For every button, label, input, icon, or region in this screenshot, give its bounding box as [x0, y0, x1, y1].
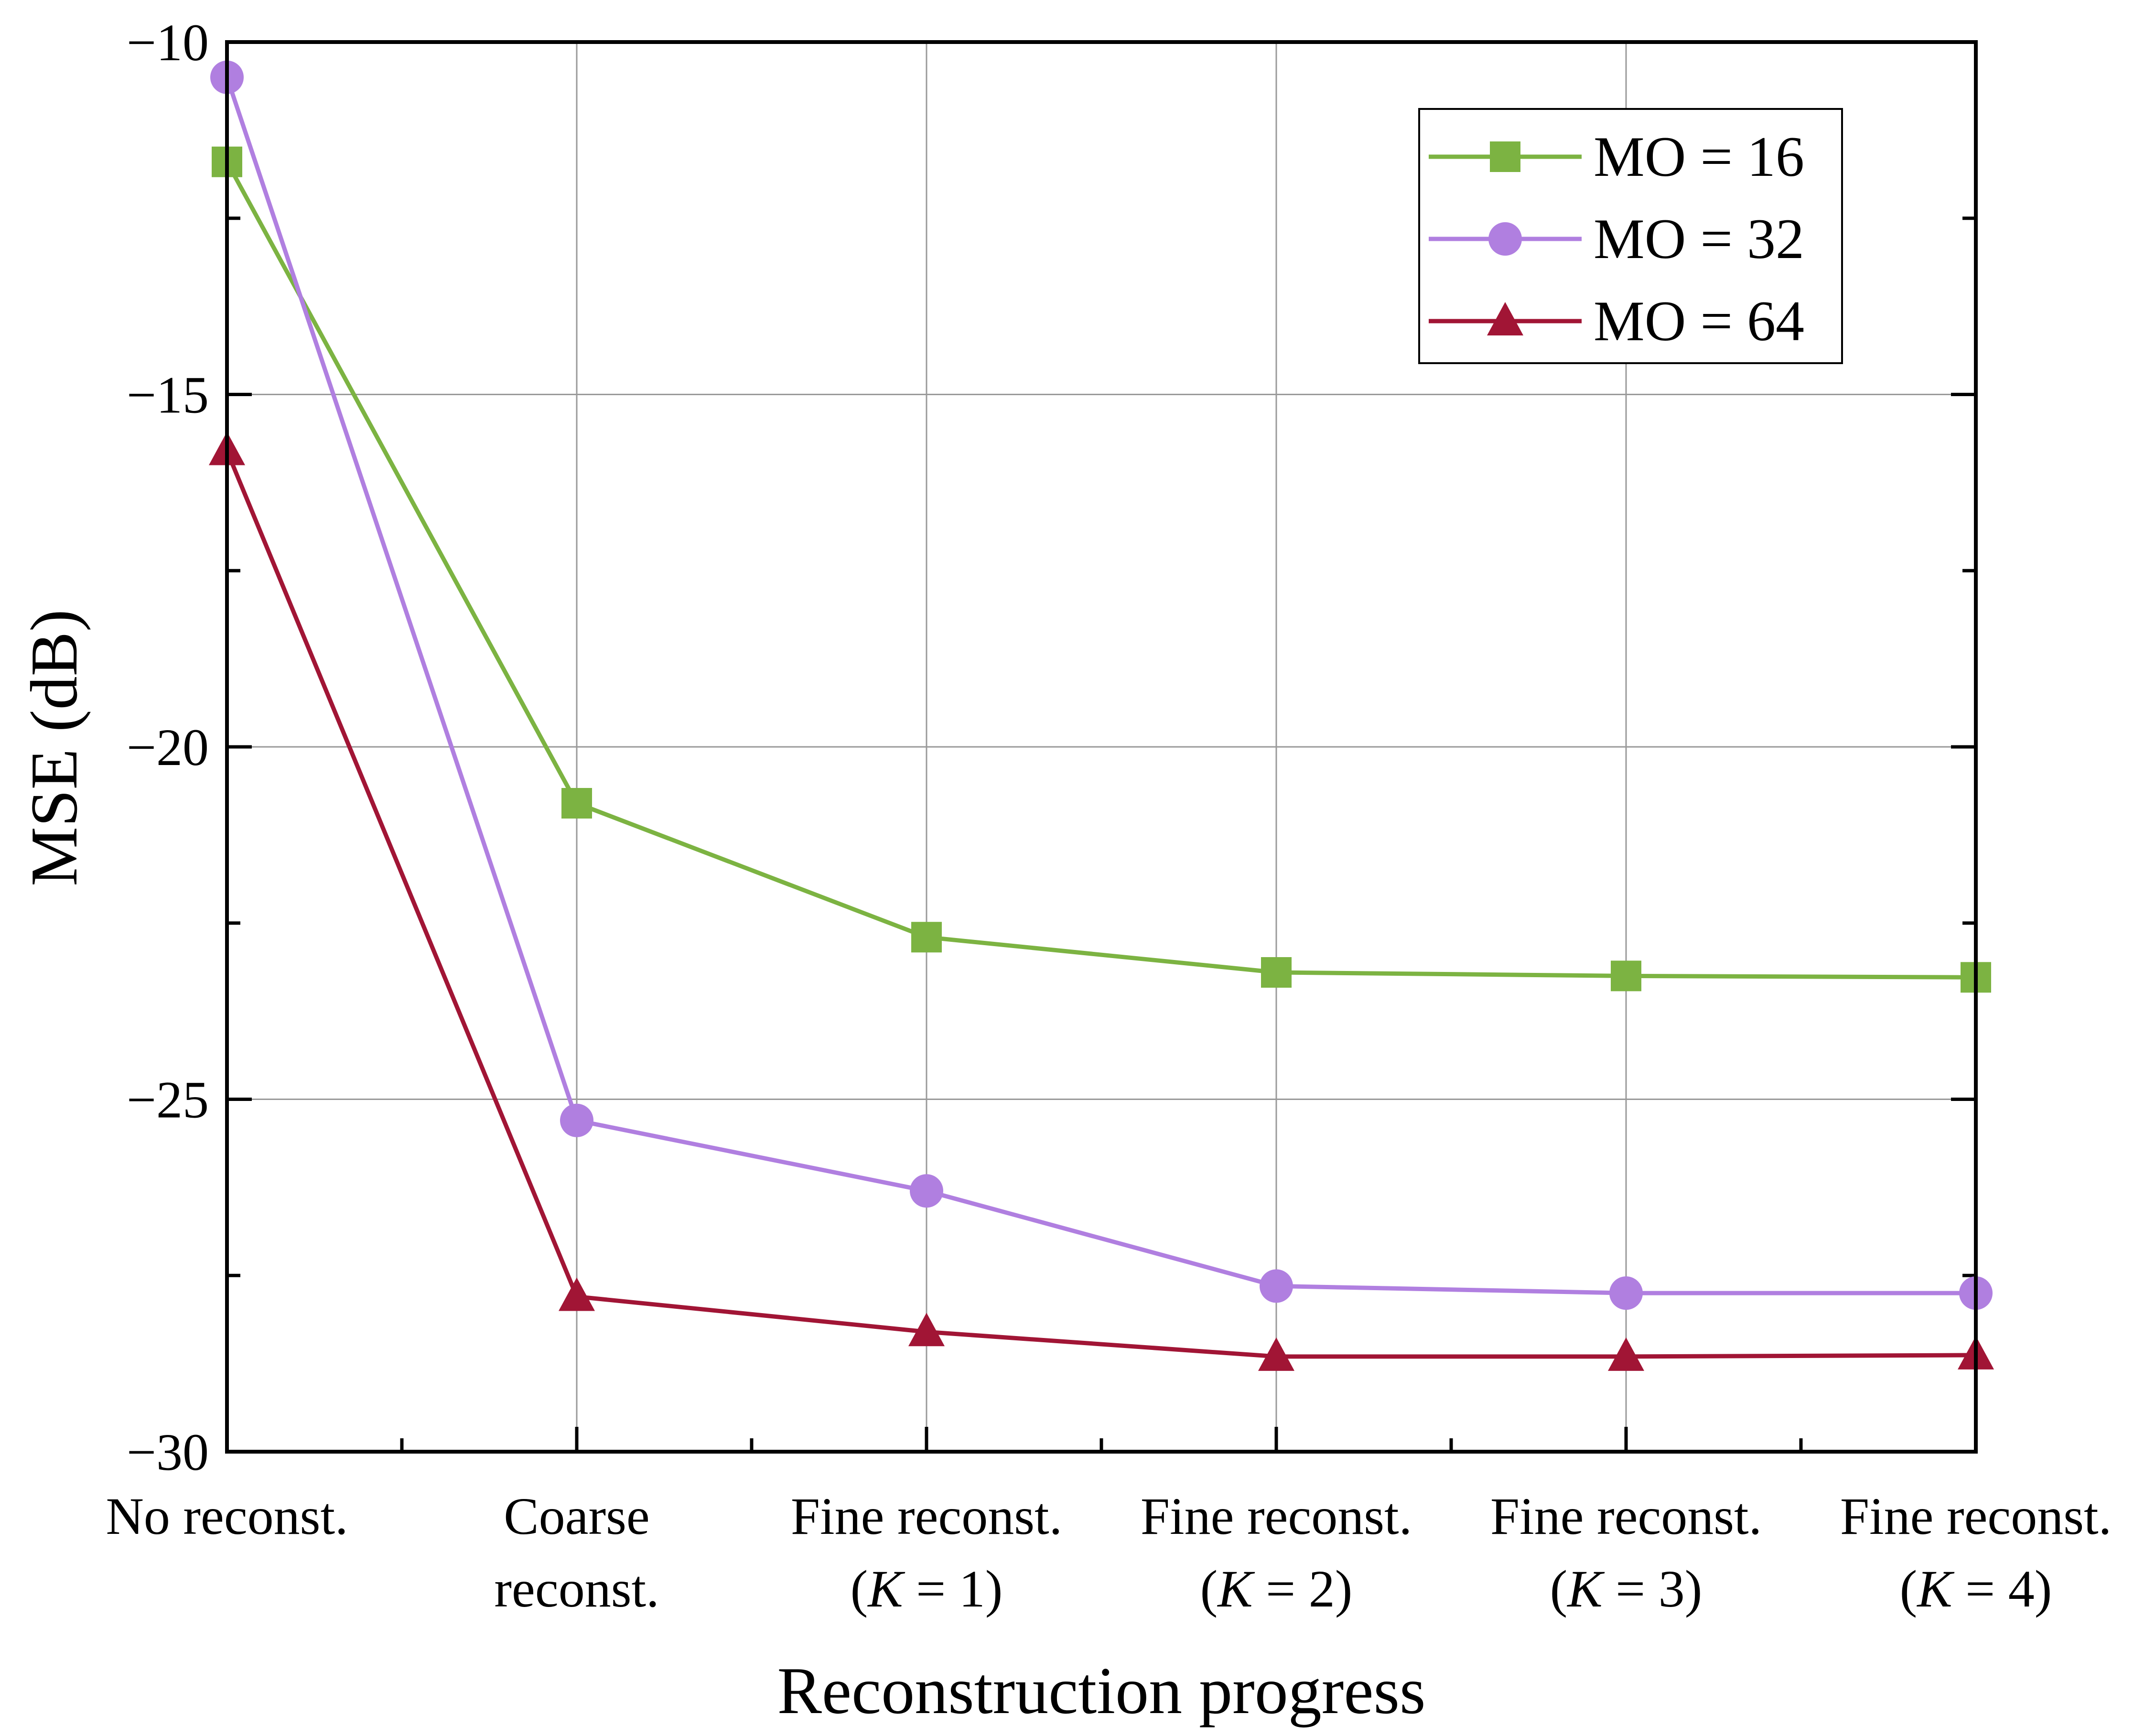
data-point [1258, 1337, 1294, 1371]
y-tick-label: −20 [127, 718, 209, 776]
legend-item-1: MO = 16 [1429, 125, 1804, 188]
legend-marker [1488, 222, 1522, 256]
x-tick-label: Fine reconst. [1840, 1487, 2112, 1545]
x-tick-label: Fine reconst. [1490, 1487, 1762, 1545]
data-point [1608, 1337, 1644, 1371]
tick-labels: −10 −15 −20 −25 −30 No reconst. Coarse reconst.… [106, 13, 2112, 1618]
x-tick-label: Coarse [504, 1487, 649, 1545]
axes [225, 40, 1978, 1454]
x-tick-label-second-line: (K = 2) [1200, 1560, 1353, 1618]
data-point [1611, 960, 1641, 992]
series-line [225, 450, 1976, 1359]
legend: MO = 16 MO = 32 MO = 64 [1418, 108, 1843, 364]
y-tick-label: −30 [127, 1423, 209, 1481]
x-tick-label: Fine reconst. [1141, 1487, 1412, 1545]
y-tick-label: −10 [127, 13, 209, 72]
data-point [1260, 1269, 1293, 1303]
data-point [1261, 957, 1292, 988]
data-point [561, 788, 592, 819]
data-point [560, 1103, 593, 1137]
legend-label: MO = 16 [1594, 125, 1804, 188]
legend-marker [1487, 302, 1523, 335]
data-point [910, 1174, 943, 1208]
legend-item-2: MO = 32 [1429, 207, 1804, 270]
x-tick-label: No reconst. [106, 1487, 348, 1545]
series-3 [209, 431, 1994, 1371]
series-line [225, 76, 1976, 1295]
x-tick-label-second-line: (K = 3) [1550, 1560, 1703, 1618]
x-tick-label-second-line: (K = 1) [851, 1560, 1003, 1618]
legend-marker [1490, 141, 1520, 172]
x-tick-label-second-line: (K = 4) [1900, 1560, 2052, 1618]
data-point [559, 1277, 595, 1311]
x-axis-title: Reconstruction progress [777, 1654, 1426, 1728]
data-point [911, 922, 942, 953]
y-tick-label: −15 [127, 366, 209, 424]
legend-label: MO = 32 [1594, 207, 1804, 270]
data-point [908, 1313, 945, 1347]
x-tick-label-second-line: reconst. [494, 1560, 659, 1618]
data-series [209, 40, 1994, 1454]
legend-label: MO = 64 [1594, 289, 1804, 353]
x-tick-label: Fine reconst. [791, 1487, 1062, 1545]
plot-frame [225, 40, 1978, 1454]
data-point [1609, 1276, 1643, 1310]
series-line [225, 161, 1976, 980]
legend-item-3: MO = 64 [1429, 289, 1804, 353]
y-tick-label: −25 [127, 1071, 209, 1129]
y-axis-title: MSE (dB) [17, 609, 91, 886]
